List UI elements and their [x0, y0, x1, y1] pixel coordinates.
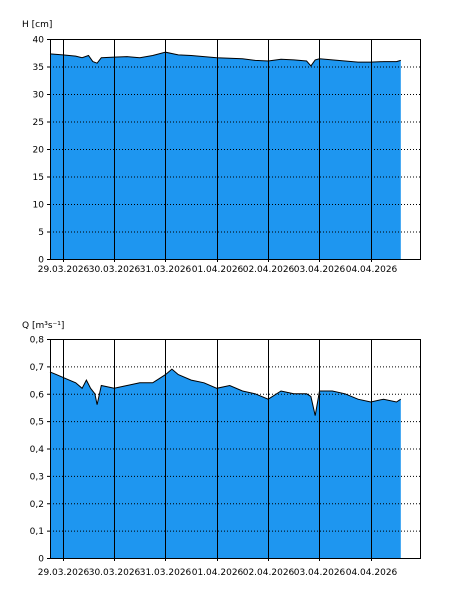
y-tick-label: 0: [38, 555, 44, 565]
y-tick-label: 5: [38, 228, 44, 238]
y-tick-label: 0,5: [30, 418, 44, 428]
y-tick-label: 10: [33, 201, 45, 211]
series-line: [49, 51, 401, 67]
y-tick-label: 0,7: [30, 363, 44, 373]
y-tick-label: 0,8: [30, 336, 45, 346]
x-tick-label: 02.04.2026: [243, 265, 295, 275]
x-tick-label: 29.03.2026: [38, 568, 90, 578]
x-tick-label: 30.03.2026: [89, 265, 141, 275]
y-tick-label: 0,4: [30, 445, 45, 455]
x-tick-label: 03.04.2026: [294, 568, 346, 578]
x-tick-label: 31.03.2026: [140, 568, 192, 578]
x-tick-label: 04.04.2026: [346, 568, 398, 578]
plot-frame: [50, 339, 421, 559]
x-tick-label: 01.04.2026: [192, 265, 244, 275]
y-tick-label: 15: [33, 173, 44, 183]
x-tick-label: 01.04.2026: [192, 568, 244, 578]
series-line: [49, 368, 402, 416]
x-tick-label: 04.04.2026: [346, 265, 398, 275]
x-tick-label: 29.03.2026: [38, 265, 90, 275]
chart-1: 0 5 10 15 20 25 30 35 40 29.03.2026 30.03.2026 31.0…: [22, 20, 421, 275]
plot-frame: [50, 39, 421, 260]
x-tick-label: 30.03.2026: [89, 568, 141, 578]
series-area: [50, 52, 401, 260]
y-tick-label: 0,6: [30, 390, 45, 400]
y-tick-label: 35: [33, 63, 44, 73]
x-tick-label: 31.03.2026: [140, 265, 192, 275]
chart-2: 0 0,1 0,2 0,3 0,4 0,5 0,6 0,7 0,8 29.03.2026 30.03…: [22, 321, 421, 578]
y-tick-label: 20: [33, 146, 45, 156]
y-tick-label: 0,2: [30, 500, 44, 510]
series-area: [50, 369, 401, 558]
y-axis-label: H [cm]: [22, 20, 52, 30]
y-tick-label: 30: [33, 91, 45, 101]
x-tick-label: 02.04.2026: [243, 568, 295, 578]
y-tick-label: 40: [33, 36, 45, 46]
y-tick-label: 0,3: [30, 472, 44, 482]
x-tick-label: 03.04.2026: [294, 265, 346, 275]
y-tick-label: 0,1: [30, 527, 44, 537]
y-tick-label: 0: [38, 256, 44, 266]
y-axis-label: Q [m³s⁻¹]: [22, 321, 64, 331]
y-tick-label: 25: [33, 118, 44, 128]
